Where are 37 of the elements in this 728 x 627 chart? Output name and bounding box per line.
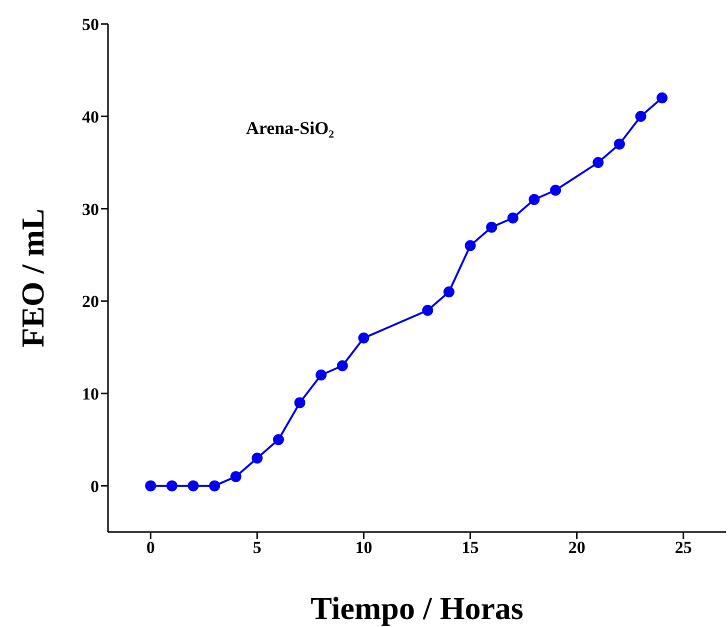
point: [464, 240, 476, 252]
point: [550, 184, 562, 196]
point: [528, 194, 540, 205]
point: [635, 110, 646, 122]
point: [336, 360, 348, 372]
point: [166, 480, 178, 492]
annotation: Arena-SiO₂: [246, 118, 334, 139]
y-tick-label: 10: [82, 384, 99, 404]
point: [209, 480, 220, 492]
point: [188, 480, 199, 492]
y-tick-label: 20: [82, 292, 99, 312]
point: [486, 222, 498, 233]
point: [294, 397, 306, 408]
x-tick-label: 10: [355, 538, 372, 558]
y-tick-label: 50: [82, 15, 99, 34]
x-tick-label: 20: [568, 538, 586, 558]
point: [614, 138, 625, 150]
point: [507, 212, 518, 224]
y-tick-label: 30: [82, 200, 99, 219]
y-axis-title: FEO / mL: [14, 208, 50, 348]
point: [316, 369, 327, 380]
x-tick-label: 25: [674, 538, 692, 558]
point: [145, 480, 156, 492]
point: [656, 92, 668, 104]
point: [272, 434, 284, 446]
point: [230, 471, 242, 482]
x-tick-label: 0: [146, 538, 155, 558]
x-tick-label: 5: [252, 538, 262, 558]
point: [443, 286, 454, 298]
y-tick-label: 0: [90, 476, 99, 496]
point: [358, 332, 370, 344]
point: [592, 157, 604, 168]
x-axis-title: Tiempo / Horas: [310, 590, 524, 626]
point: [422, 304, 434, 316]
y-tick-label: 40: [82, 107, 99, 126]
point: [252, 452, 263, 464]
x-tick-label: 15: [462, 538, 479, 558]
